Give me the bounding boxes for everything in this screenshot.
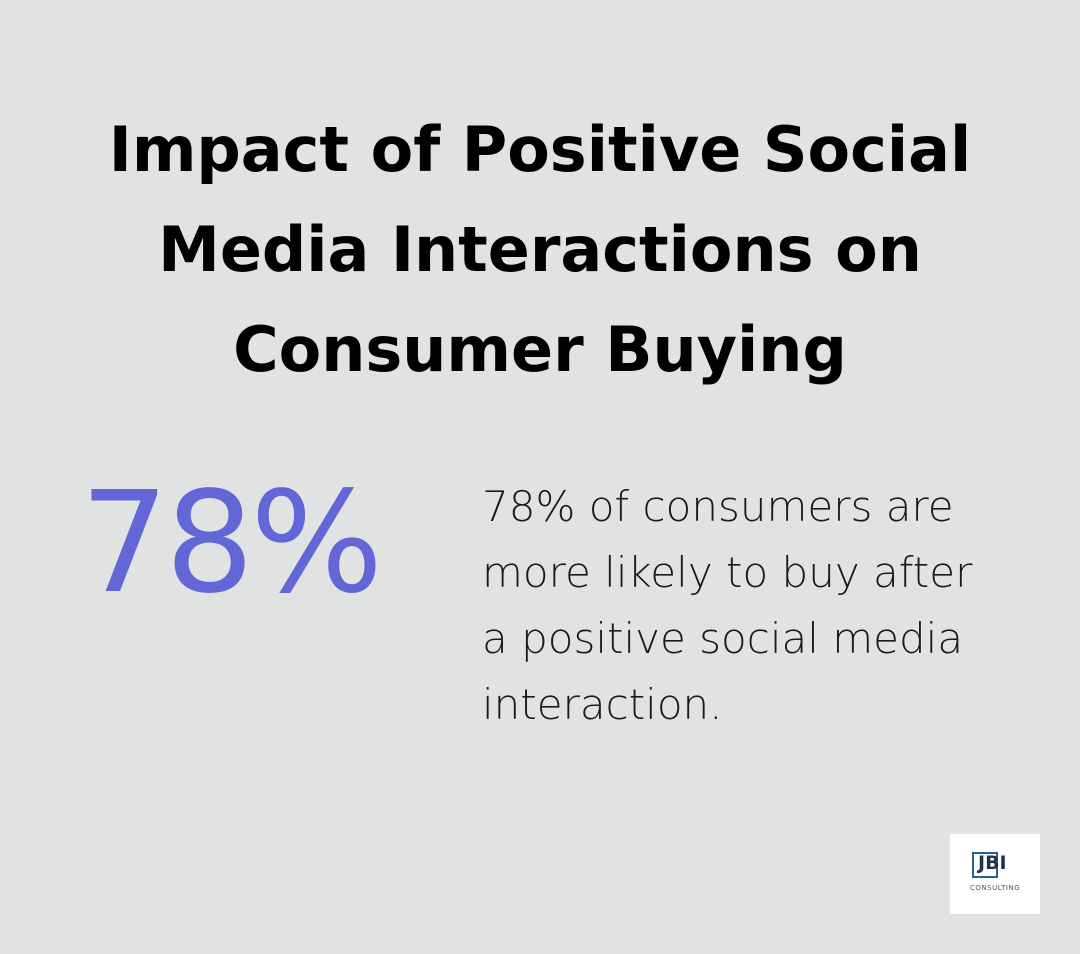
logo-main: JBI xyxy=(978,852,1007,874)
logo: JBI CONSULTING xyxy=(950,834,1040,914)
title: Impact of Positive Social Media Interact… xyxy=(108,113,972,386)
logo-frame xyxy=(972,852,998,878)
logo-sub: CONSULTING xyxy=(970,884,1021,892)
stat-description: 78% of consumers are more likely to buy … xyxy=(482,482,973,729)
stat-value: 78% xyxy=(80,462,383,625)
